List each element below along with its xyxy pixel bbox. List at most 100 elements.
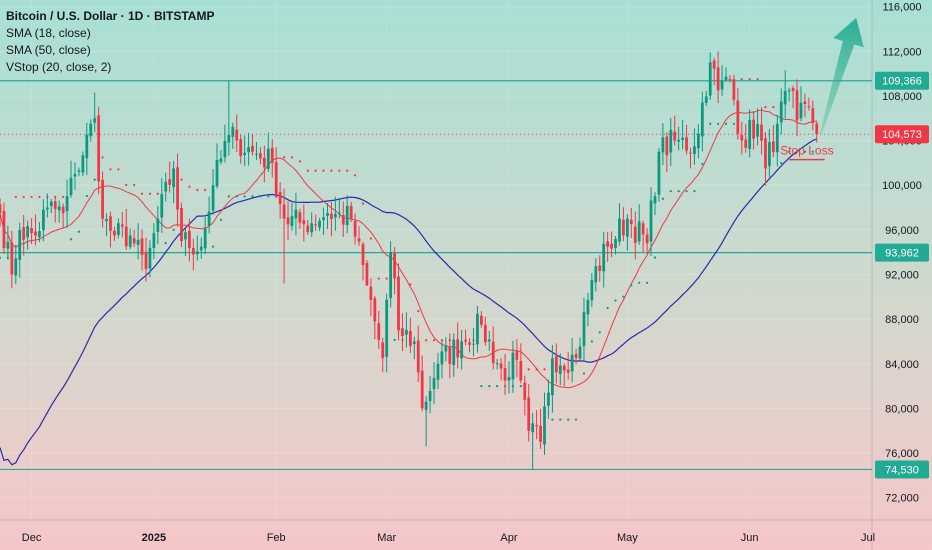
chart-title: Bitcoin / U.S. Dollar · 1D · BITSTAMP <box>6 9 215 23</box>
candle-body <box>243 152 247 155</box>
candle-body <box>77 170 81 172</box>
candle-body <box>113 230 116 236</box>
target-arrow <box>819 17 864 135</box>
level-price-tag <box>875 460 929 479</box>
candle-body <box>566 369 570 373</box>
candles <box>0 51 819 470</box>
candle-body <box>349 206 353 219</box>
candle-body <box>176 167 179 210</box>
candle-body <box>156 218 160 232</box>
vstop-dot <box>227 195 230 198</box>
vstop-dot <box>685 190 688 193</box>
candle-body <box>807 106 811 108</box>
candle-body <box>748 120 752 149</box>
candle-body <box>89 123 93 137</box>
candle-body <box>184 232 187 240</box>
vstop-dot <box>693 190 696 193</box>
candle-body <box>677 139 681 142</box>
price-tick-label: 72,000 <box>885 493 919 505</box>
vstop-dot <box>669 190 672 193</box>
price-tick-label: 100,000 <box>882 180 922 192</box>
candle-body <box>704 96 708 103</box>
vstop-dot <box>298 160 301 163</box>
candle-body <box>26 226 30 238</box>
vstop-dot <box>93 178 96 181</box>
candle-body <box>491 341 495 363</box>
candle-body <box>495 363 499 365</box>
price-tick-label: 88,000 <box>885 314 919 326</box>
candle-body <box>535 425 538 427</box>
candle-body <box>116 223 120 235</box>
candle-body <box>472 343 475 345</box>
vstop-dot <box>661 197 664 200</box>
vstop-dot <box>38 195 41 199</box>
candle-body <box>0 204 2 214</box>
candle-body <box>811 108 815 123</box>
vstop-dot <box>361 202 365 205</box>
candle-body <box>570 354 574 372</box>
candle-body <box>278 192 282 205</box>
candle-body <box>669 129 673 153</box>
candle-body <box>633 226 637 243</box>
candle-body <box>720 80 724 90</box>
vstop-dot <box>732 122 736 125</box>
indicator-sma18-label: SMA (18, close) <box>6 26 91 40</box>
candle-body <box>787 90 791 92</box>
candle-body <box>768 142 771 167</box>
candle-body <box>61 206 65 214</box>
vstop-dot <box>314 169 317 172</box>
candle-body <box>700 102 704 137</box>
level-price-label: 74,530 <box>885 464 919 476</box>
price-tick-label: 92,000 <box>885 270 919 282</box>
candle-body <box>262 157 266 168</box>
candle-body <box>444 345 448 352</box>
vstop-dot <box>14 195 17 199</box>
vstop-dot <box>756 78 759 81</box>
sma18-line <box>0 109 817 389</box>
time-tick-label: Apr <box>500 532 517 544</box>
candle-body <box>629 219 633 224</box>
vstop-dot <box>385 277 388 280</box>
candle-body <box>661 137 665 153</box>
candle-body <box>771 141 775 153</box>
candle-body <box>381 342 385 359</box>
candle-body <box>251 145 254 152</box>
candle-body <box>93 118 97 123</box>
vstop-dot <box>780 161 783 165</box>
candle-body <box>712 60 716 69</box>
candle-body <box>231 126 235 137</box>
candle-body <box>764 138 767 169</box>
vstop-dot <box>235 195 238 198</box>
candle-body <box>290 216 294 227</box>
vstop-dot <box>772 106 775 109</box>
candle-body <box>282 204 286 219</box>
vstop-dot <box>432 339 436 342</box>
candle-body <box>69 177 73 196</box>
candle-body <box>558 365 562 374</box>
candle-body <box>270 147 274 163</box>
candle-body <box>645 234 649 244</box>
time-tick-label: May <box>617 532 638 544</box>
candle-body <box>614 239 617 248</box>
candle-body <box>685 137 688 151</box>
vstop-dot <box>22 195 25 199</box>
sma50-line <box>0 138 818 466</box>
vstop-dot <box>606 306 609 310</box>
candle-body <box>353 221 357 237</box>
vstop-dot <box>559 418 562 421</box>
candle-body <box>140 238 144 256</box>
candle-body <box>101 179 104 219</box>
candle-body <box>673 131 677 141</box>
candle-body <box>53 201 57 210</box>
vstop-dot <box>653 256 657 259</box>
vstop-dot <box>133 183 136 187</box>
candle-body <box>590 280 594 301</box>
candle-body <box>476 313 479 345</box>
candle-body <box>756 123 759 137</box>
vstop-dot <box>527 368 530 371</box>
vstop-dot <box>354 174 357 177</box>
candle-body <box>775 123 779 153</box>
last-price-tag <box>875 125 929 144</box>
